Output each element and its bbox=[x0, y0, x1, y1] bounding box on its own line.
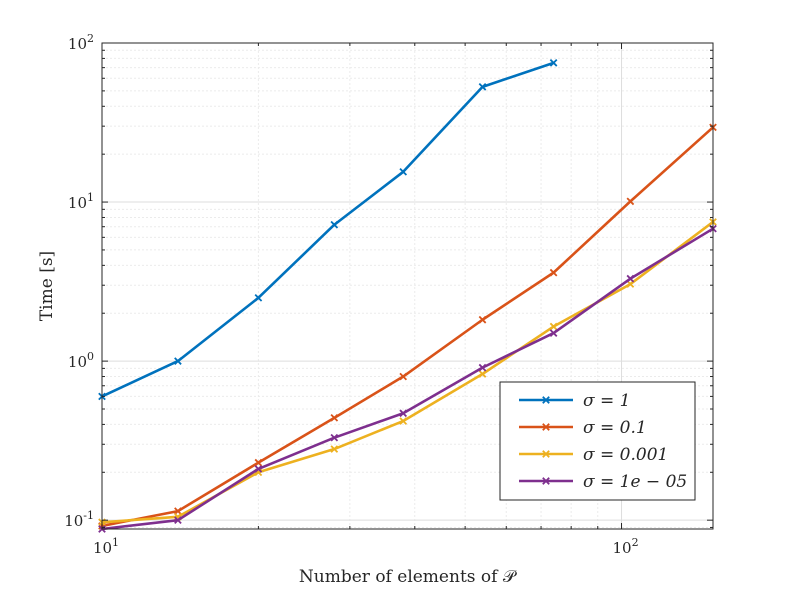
legend-item: σ = 0.001 bbox=[519, 445, 668, 465]
legend-marker bbox=[542, 396, 550, 404]
y-tick-label: 10-1 bbox=[64, 509, 94, 530]
data-point bbox=[478, 363, 487, 372]
data-point bbox=[399, 417, 408, 425]
plot-frame bbox=[101, 42, 714, 530]
legend-label: σ = 0.1 bbox=[583, 418, 647, 438]
y-tick-label: 102 bbox=[68, 32, 94, 53]
y-tick-label: 100 bbox=[68, 350, 94, 371]
y-tick-label: 101 bbox=[68, 191, 94, 212]
data-point bbox=[254, 465, 263, 473]
data-point bbox=[254, 293, 263, 302]
x-tick-label: 101 bbox=[93, 536, 119, 557]
legend-item: σ = 0.1 bbox=[519, 418, 647, 438]
data-point bbox=[399, 372, 408, 381]
data-point bbox=[478, 315, 487, 324]
x-axis-label: Number of elements of 𝒫 bbox=[299, 567, 517, 587]
legend-marker bbox=[542, 423, 550, 431]
ticks bbox=[101, 42, 713, 529]
y-axis-label: Time [s] bbox=[37, 251, 57, 321]
legend-marker bbox=[542, 477, 550, 485]
data-point bbox=[549, 329, 558, 337]
x-tick-label: 102 bbox=[612, 536, 638, 557]
series-layer bbox=[98, 59, 717, 533]
data-point bbox=[174, 516, 182, 525]
legend-item: σ = 1 bbox=[519, 391, 630, 411]
data-point bbox=[478, 83, 487, 91]
data-point bbox=[399, 167, 408, 176]
data-point bbox=[549, 268, 558, 277]
data-point bbox=[478, 370, 487, 378]
data-point bbox=[399, 409, 408, 418]
data-point bbox=[330, 445, 339, 453]
legend-label: σ = 1e − 05 bbox=[583, 472, 687, 492]
data-point bbox=[330, 413, 339, 422]
data-point bbox=[174, 507, 182, 515]
data-point bbox=[330, 433, 339, 442]
data-point bbox=[254, 458, 263, 467]
legend-label: σ = 1 bbox=[583, 391, 630, 411]
data-point bbox=[330, 220, 339, 229]
data-point bbox=[626, 197, 635, 206]
legend: σ = 1 σ = 0.1 σ = 0.001 σ = 1e − 05 bbox=[499, 381, 696, 501]
data-point bbox=[549, 322, 558, 331]
data-point bbox=[626, 274, 635, 283]
data-point bbox=[549, 59, 558, 67]
tick-labels: 101 102 10-1 100 101 102 bbox=[64, 32, 638, 557]
legend-label: σ = 0.001 bbox=[583, 445, 668, 465]
legend-marker bbox=[542, 450, 550, 458]
legend-item: σ = 1e − 05 bbox=[519, 472, 687, 492]
data-point bbox=[174, 357, 182, 365]
